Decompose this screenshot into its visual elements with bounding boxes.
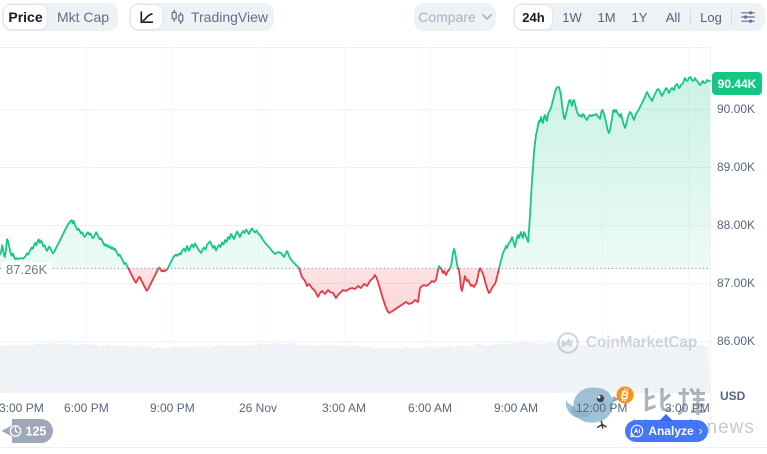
svg-text:125: 125 [26,425,47,439]
svg-text:B: B [619,389,630,403]
